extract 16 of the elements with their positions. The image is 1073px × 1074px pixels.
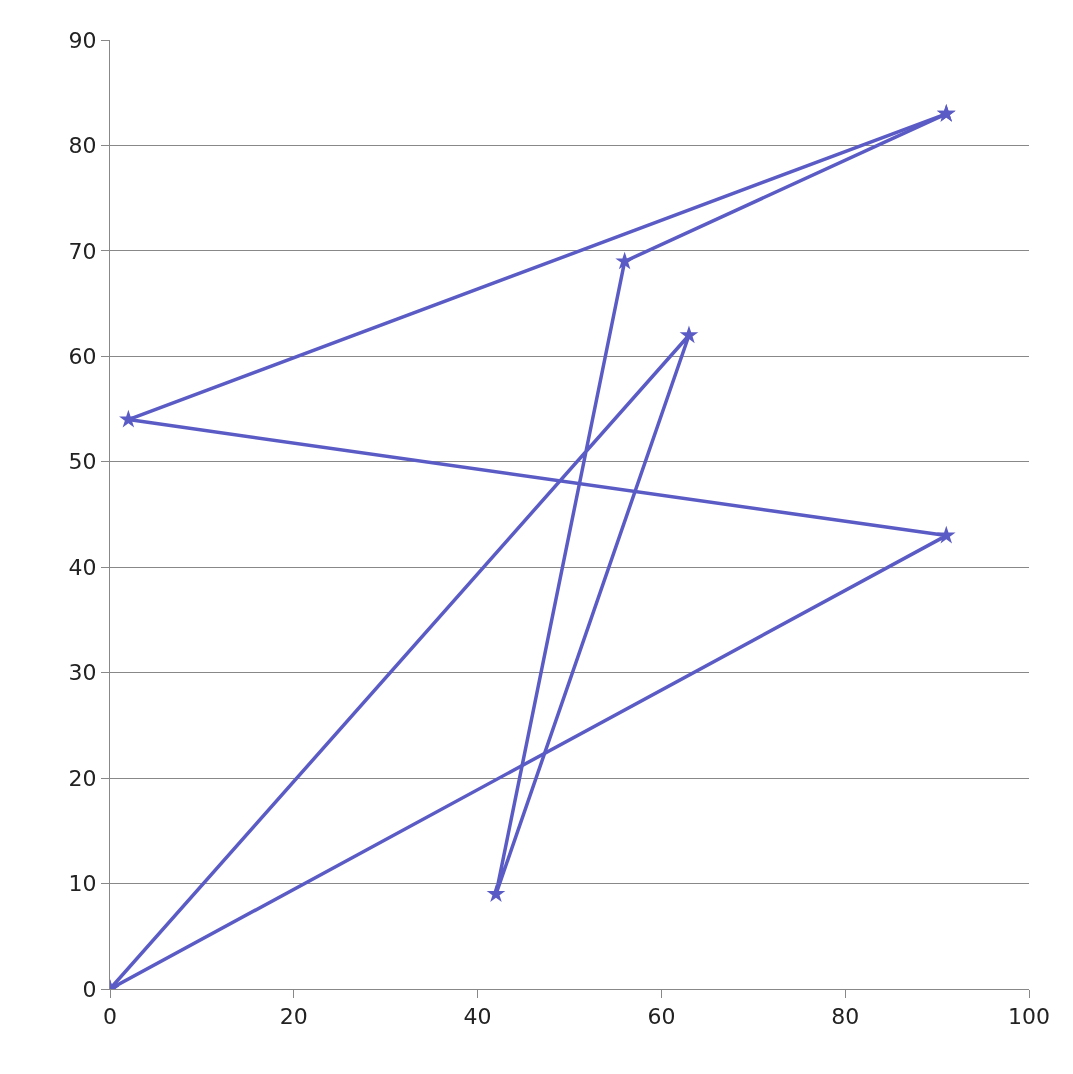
x-tick-label: 100	[1008, 1004, 1050, 1030]
y-tick-label: 10	[68, 871, 97, 897]
y-tick-label: 90	[68, 27, 97, 53]
x-tick-label: 0	[103, 1004, 117, 1030]
y-tick-label: 20	[68, 765, 97, 791]
x-tick-label: 60	[647, 1004, 676, 1030]
x-tick-label: 40	[463, 1004, 492, 1030]
y-tick-label: 40	[68, 554, 97, 580]
y-tick-label: 30	[68, 660, 97, 686]
y-tick-label: 50	[68, 449, 97, 475]
y-tick-label: 60	[68, 344, 97, 370]
x-tick-label: 80	[831, 1004, 860, 1030]
y-tick-label: 80	[68, 133, 97, 159]
x-tick-label: 20	[279, 1004, 308, 1030]
y-tick-label: 0	[82, 976, 97, 1002]
y-tick-label: 70	[68, 238, 97, 264]
